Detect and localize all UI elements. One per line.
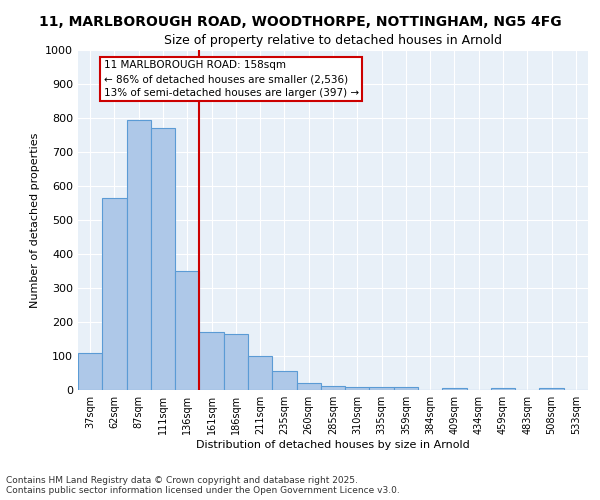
Bar [175, 271, 199, 390]
Bar [296, 383, 321, 390]
Bar [151, 128, 175, 390]
Bar [442, 388, 467, 390]
Bar [321, 386, 345, 390]
Bar [199, 332, 224, 390]
Bar [224, 334, 248, 390]
Text: 11 MARLBOROUGH ROAD: 158sqm
← 86% of detached houses are smaller (2,536)
13% of : 11 MARLBOROUGH ROAD: 158sqm ← 86% of det… [104, 60, 359, 98]
Bar [539, 388, 564, 390]
Bar [394, 386, 418, 390]
Bar [102, 198, 127, 390]
Bar [491, 388, 515, 390]
Bar [345, 386, 370, 390]
Bar [248, 356, 272, 390]
Title: Size of property relative to detached houses in Arnold: Size of property relative to detached ho… [164, 34, 502, 48]
X-axis label: Distribution of detached houses by size in Arnold: Distribution of detached houses by size … [196, 440, 470, 450]
Bar [272, 372, 296, 390]
Text: 11, MARLBOROUGH ROAD, WOODTHORPE, NOTTINGHAM, NG5 4FG: 11, MARLBOROUGH ROAD, WOODTHORPE, NOTTIN… [38, 15, 562, 29]
Bar [127, 120, 151, 390]
Text: Contains HM Land Registry data © Crown copyright and database right 2025.
Contai: Contains HM Land Registry data © Crown c… [6, 476, 400, 495]
Y-axis label: Number of detached properties: Number of detached properties [29, 132, 40, 308]
Bar [370, 386, 394, 390]
Bar [78, 352, 102, 390]
